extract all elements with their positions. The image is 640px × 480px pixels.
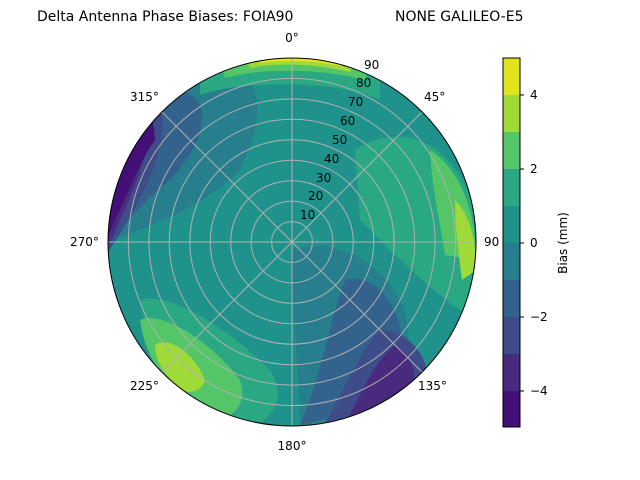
svg-text:−4: −4	[530, 384, 548, 398]
radial-labels: 10 20 30 40 50 60 70 80 90	[300, 58, 379, 222]
svg-text:0: 0	[530, 236, 538, 250]
svg-text:−2: −2	[530, 310, 548, 324]
svg-text:70: 70	[348, 95, 363, 109]
colorbar-label: Bias (mm)	[556, 212, 570, 274]
svg-text:2: 2	[530, 162, 538, 176]
svg-text:90: 90	[484, 235, 499, 249]
svg-text:270°: 270°	[70, 235, 99, 249]
svg-text:50: 50	[332, 133, 347, 147]
chart-title-right: NONE GALILEO-E5	[395, 9, 524, 25]
svg-text:180°: 180°	[278, 439, 307, 453]
angle-labels: 0° 45° 90 135° 180° 225° 270° 315°	[70, 31, 499, 453]
svg-text:135°: 135°	[418, 379, 447, 393]
svg-text:4: 4	[530, 88, 538, 102]
colorbar: 4 2 0 −2 −4 Bias (mm)	[502, 57, 570, 428]
svg-text:40: 40	[324, 152, 339, 166]
svg-text:10: 10	[300, 208, 315, 222]
svg-text:80: 80	[356, 76, 371, 90]
svg-text:45°: 45°	[424, 90, 445, 104]
polar-grid	[108, 58, 476, 426]
svg-text:20: 20	[308, 189, 323, 203]
svg-text:30: 30	[316, 171, 331, 185]
svg-text:315°: 315°	[130, 90, 159, 104]
svg-text:0°: 0°	[285, 31, 299, 45]
svg-text:225°: 225°	[130, 379, 159, 393]
svg-text:90: 90	[364, 58, 379, 72]
svg-text:60: 60	[340, 114, 355, 128]
chart-title-left: Delta Antenna Phase Biases: FOIA90	[37, 9, 294, 25]
polar-frame	[107, 57, 477, 427]
